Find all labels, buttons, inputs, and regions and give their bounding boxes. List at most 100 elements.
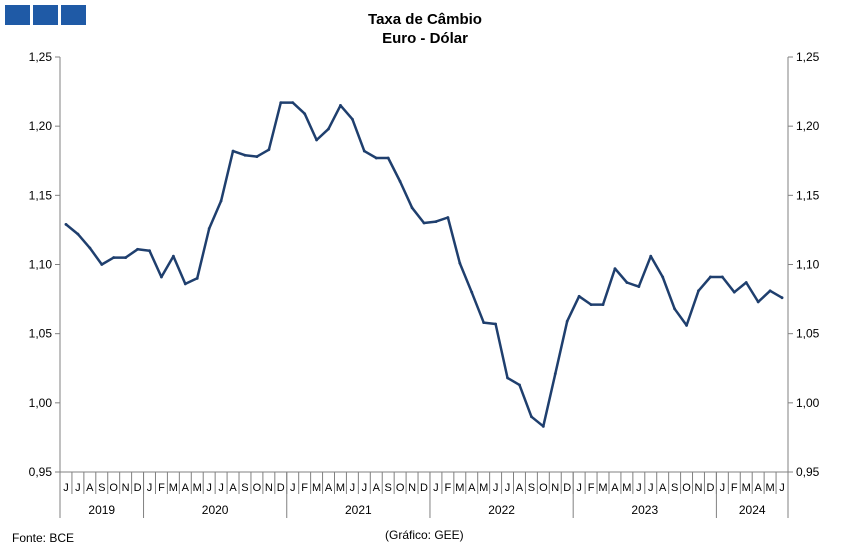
x-month-label: A [754,482,762,494]
y-tick-label-right: 1,10 [796,258,820,272]
y-tick-label-right: 0,95 [796,465,820,479]
x-year-label: 2021 [345,503,372,517]
data-point [685,323,688,327]
data-point [565,319,569,323]
x-month-label: M [742,482,751,494]
data-point [518,383,521,387]
data-point [661,275,665,279]
data-point [732,290,736,294]
x-month-label: D [706,482,714,494]
data-point [613,267,617,271]
x-month-label: J [75,482,81,494]
x-year-label: 2020 [202,503,229,517]
data-point [207,227,211,230]
y-tick-label-right: 1,00 [796,396,820,410]
data-point [768,289,772,293]
data-point [112,256,116,259]
data-point [255,155,259,159]
x-month-label: A [516,482,524,494]
data-point [195,276,199,280]
x-month-label: N [551,482,559,494]
x-month-label: O [253,482,262,494]
x-month-label: J [218,482,224,494]
logo-square-1 [5,5,30,25]
data-point [422,221,426,225]
x-month-label: J [206,482,212,494]
x-month-label: F [301,482,308,494]
x-month-label: J [720,482,726,494]
x-month-label: J [147,482,153,494]
y-tick-label-left: 1,10 [29,258,53,272]
y-tick-label-right: 1,20 [796,119,820,133]
logo-square-3 [61,5,86,25]
x-month-label: S [528,482,535,494]
data-point [494,322,498,326]
data-point [601,303,605,307]
x-month-label: J [505,482,511,494]
data-point [339,104,342,107]
data-point [458,261,462,265]
x-month-label: D [420,482,428,494]
x-month-label: J [63,482,69,494]
x-month-label: N [695,482,703,494]
data-point [291,101,295,105]
x-month-label: D [277,482,285,494]
x-month-label: M [455,482,464,494]
x-month-label: F [445,482,452,494]
data-point [744,281,748,284]
x-month-label: J [493,482,499,494]
data-point [243,153,247,157]
x-month-label: J [433,482,439,494]
x-month-label: M [622,482,631,494]
x-month-label: S [241,482,248,494]
x-month-label: A [182,482,190,494]
x-month-label: A [229,482,237,494]
x-month-label: O [539,482,548,494]
data-point [148,249,151,253]
x-month-label: F [158,482,165,494]
x-month-label: J [290,482,296,494]
data-point [327,127,330,131]
x-month-label: O [682,482,691,494]
y-tick-label-left: 1,00 [29,396,53,410]
x-month-label: A [611,482,619,494]
x-month-label: M [193,482,202,494]
data-point [88,246,92,250]
x-month-label: M [598,482,607,494]
series-line [64,101,784,428]
data-point [637,285,641,289]
source-note: Fonte: BCE [12,531,75,545]
y-tick-label-left: 0,95 [29,465,53,479]
data-point [64,222,68,226]
data-point [76,232,80,236]
x-month-label: M [479,482,488,494]
x-month-label: J [576,482,582,494]
data-point [470,290,474,294]
logo-square-2 [33,5,58,25]
data-point [410,206,414,210]
x-month-label: A [86,482,94,494]
x-month-label: A [373,482,381,494]
x-month-label: A [468,482,476,494]
data-point [649,254,653,258]
x-month-label: S [385,482,392,494]
x-month-label: M [766,482,775,494]
data-point [267,148,271,152]
data-point [362,149,366,153]
chart-title-line2: Euro - Dólar [382,30,468,47]
x-month-label: J [779,482,785,494]
x-month-label: J [350,482,356,494]
data-point [386,156,390,160]
data-point [219,199,223,203]
data-point [446,216,450,219]
data-point [697,289,700,293]
y-tick-label-left: 1,25 [29,50,53,64]
x-month-label: S [671,482,678,494]
x-year-label: 2024 [739,503,766,517]
data-point [374,156,378,160]
data-point [589,303,593,307]
x-month-label: F [731,482,738,494]
x-month-label: M [169,482,178,494]
data-point [673,307,677,311]
